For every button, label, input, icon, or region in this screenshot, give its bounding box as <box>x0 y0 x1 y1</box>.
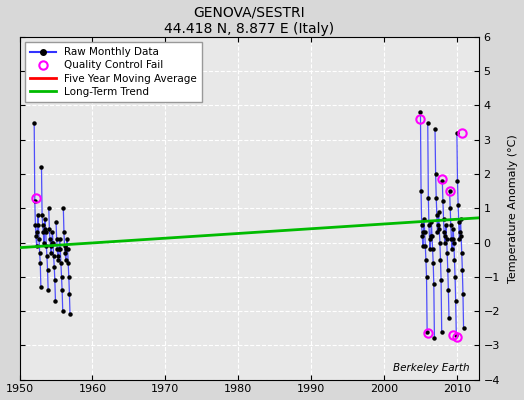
Y-axis label: Temperature Anomaly (°C): Temperature Anomaly (°C) <box>508 134 518 283</box>
Legend: Raw Monthly Data, Quality Control Fail, Five Year Moving Average, Long-Term Tren: Raw Monthly Data, Quality Control Fail, … <box>25 42 202 102</box>
Title: GENOVA/SESTRI
44.418 N, 8.877 E (Italy): GENOVA/SESTRI 44.418 N, 8.877 E (Italy) <box>164 6 334 36</box>
Text: Berkeley Earth: Berkeley Earth <box>393 363 470 373</box>
